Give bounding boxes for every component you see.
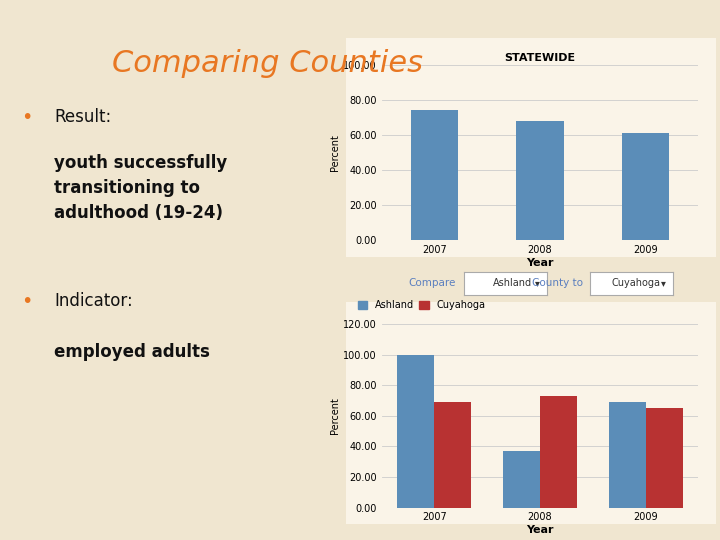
Bar — [646, 408, 683, 508]
Bar — [434, 402, 472, 508]
Text: •: • — [22, 292, 33, 310]
Text: Indicator:: Indicator: — [54, 292, 132, 309]
Bar — [622, 133, 670, 240]
Text: youth successfully
transitioning to
adulthood (19-24): youth successfully transitioning to adul… — [54, 154, 228, 222]
Text: Ashland: Ashland — [493, 279, 533, 288]
Bar — [410, 110, 458, 240]
Text: Cuyahoga: Cuyahoga — [611, 279, 660, 288]
Text: ▾: ▾ — [661, 279, 666, 288]
X-axis label: Year: Year — [526, 258, 554, 268]
Bar — [503, 451, 540, 508]
Legend: Ashland, Cuyahoga: Ashland, Cuyahoga — [358, 300, 486, 310]
Text: ▾: ▾ — [535, 279, 540, 288]
Y-axis label: Percent: Percent — [330, 134, 341, 171]
Bar — [608, 402, 646, 508]
Bar — [397, 355, 434, 508]
Text: •: • — [22, 108, 33, 127]
FancyBboxPatch shape — [338, 33, 720, 261]
FancyBboxPatch shape — [338, 298, 720, 528]
Text: employed adults: employed adults — [54, 343, 210, 361]
Title: STATEWIDE: STATEWIDE — [505, 52, 575, 63]
X-axis label: Year: Year — [526, 525, 554, 535]
Bar — [516, 121, 564, 240]
Text: Result:: Result: — [54, 108, 112, 126]
Bar — [540, 396, 577, 508]
Text: Compare: Compare — [408, 279, 456, 288]
Y-axis label: Percent: Percent — [330, 397, 341, 434]
Text: County to: County to — [533, 279, 583, 288]
Text: Comparing Counties: Comparing Counties — [112, 49, 423, 78]
